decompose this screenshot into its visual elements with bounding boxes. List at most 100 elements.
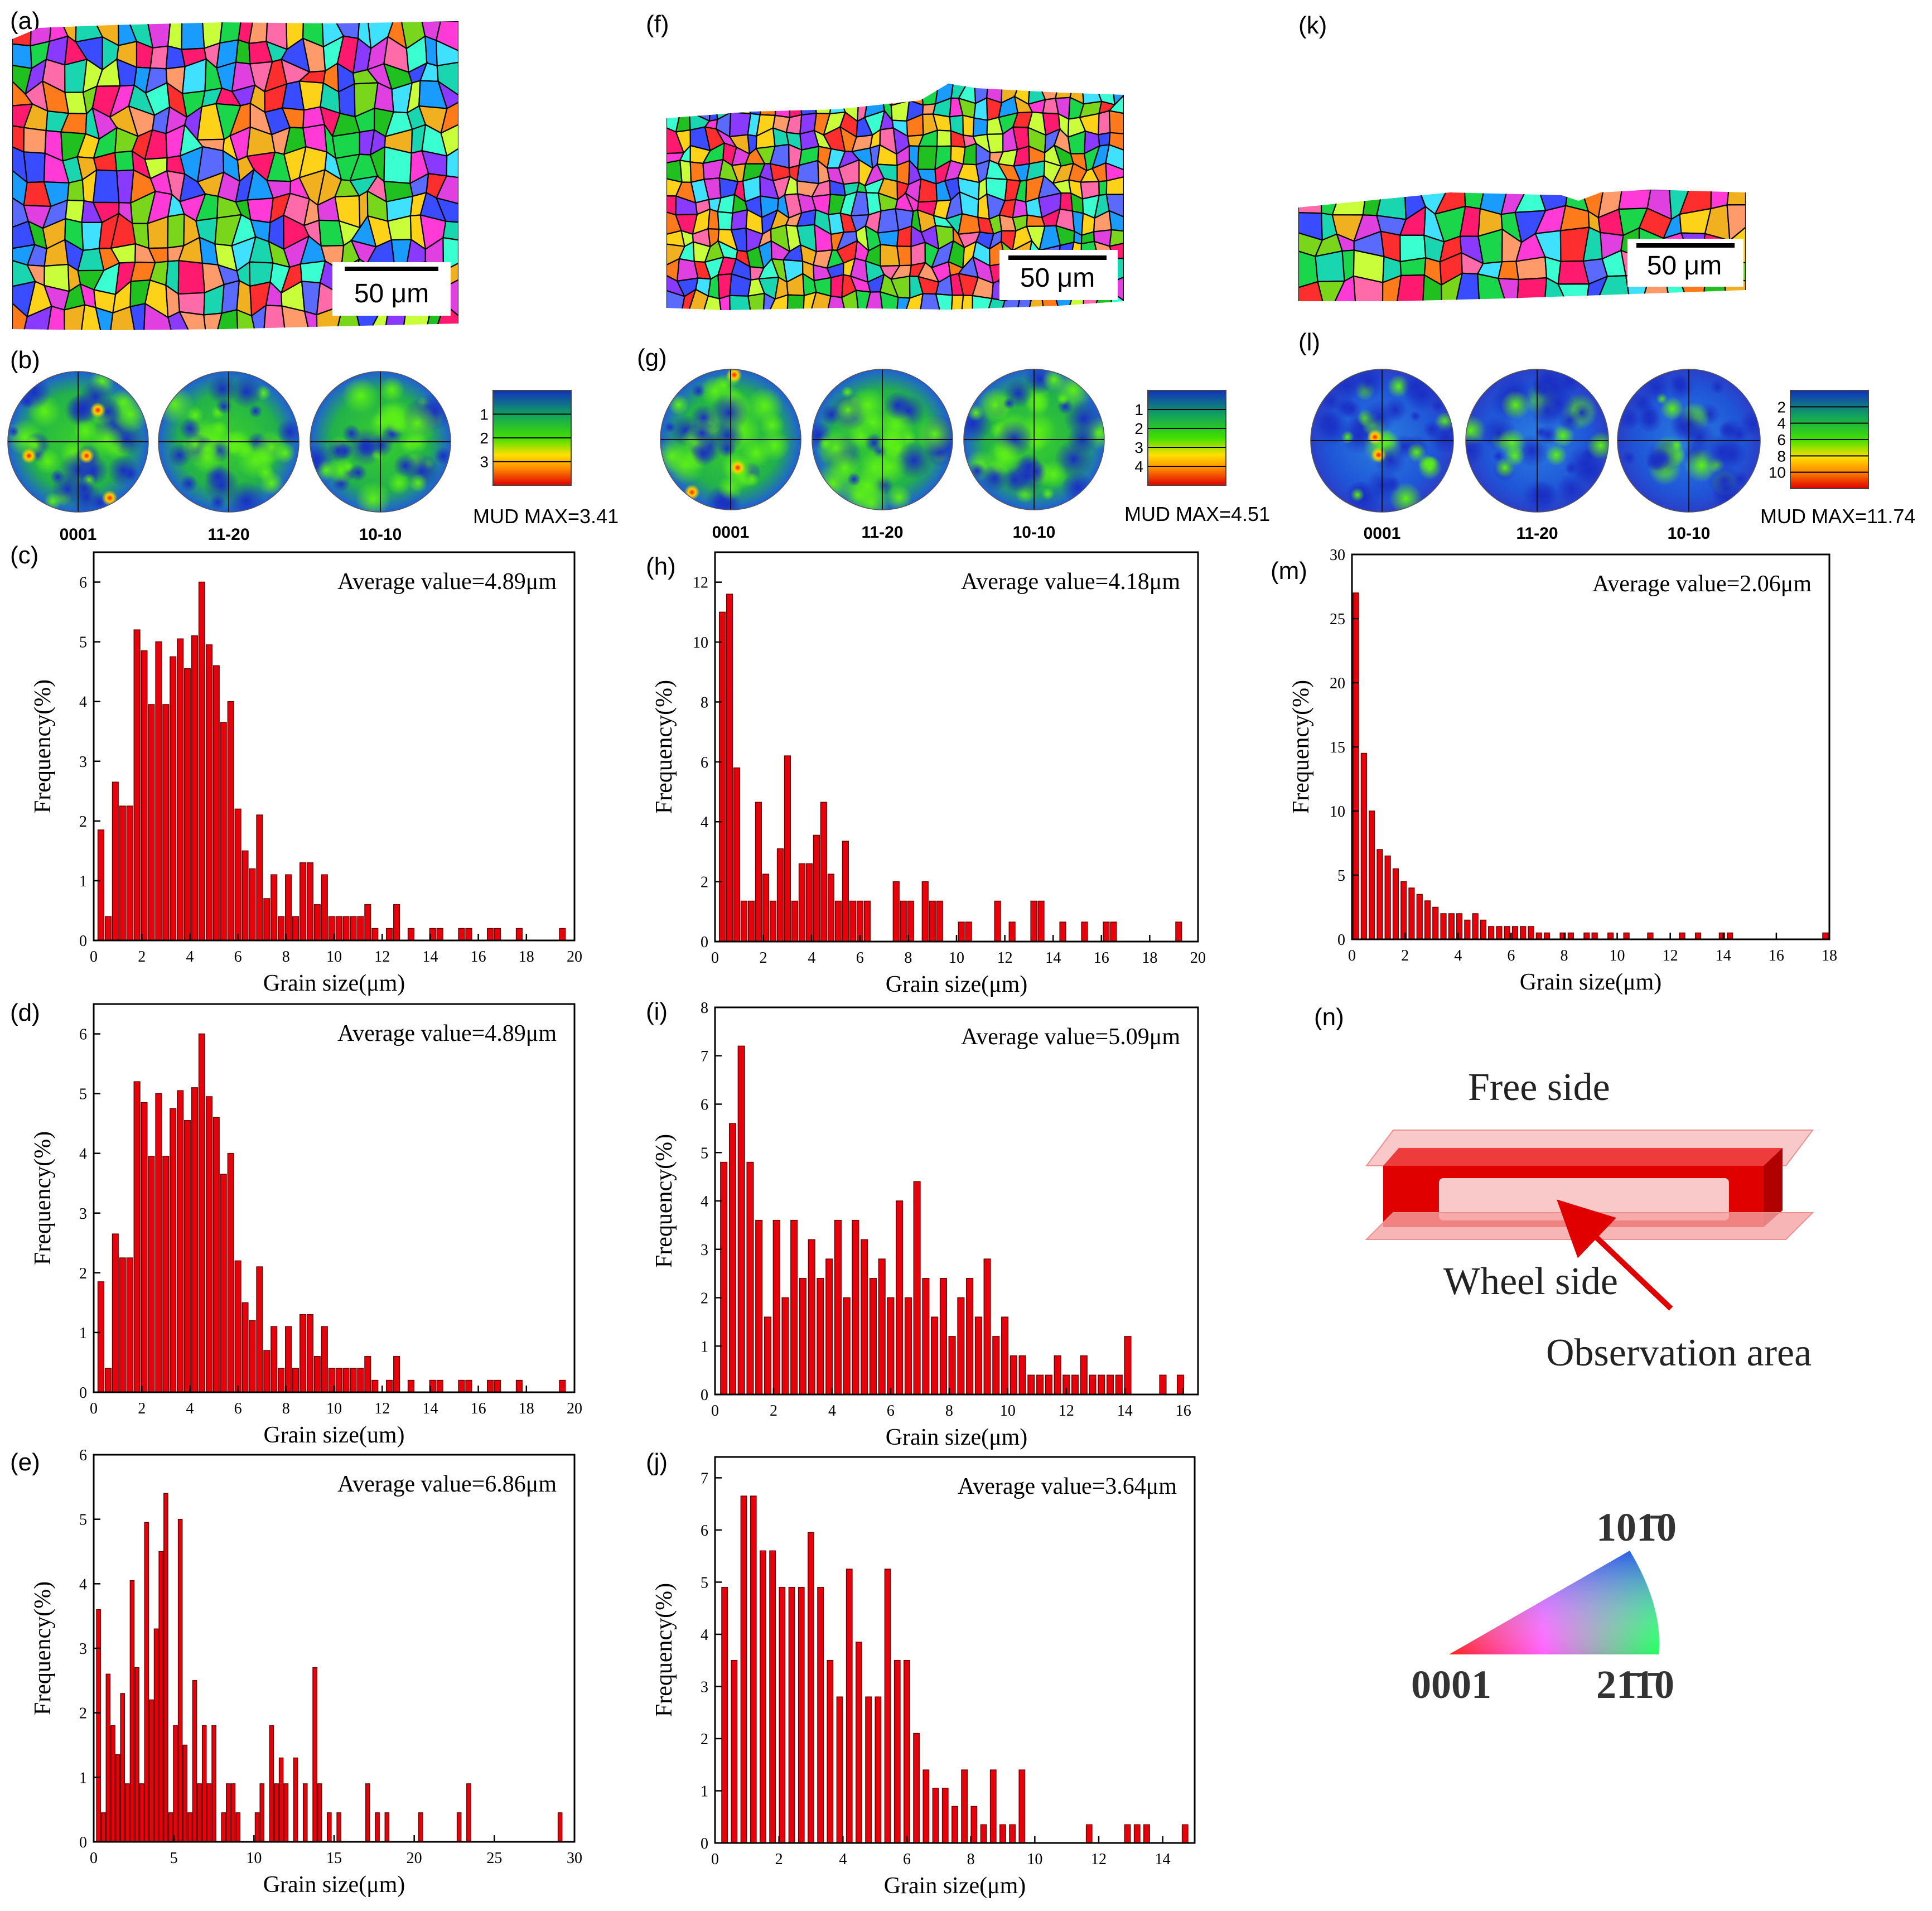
- bar: [221, 1812, 226, 1842]
- y-tick-label: 5: [1337, 867, 1345, 885]
- grain: [1422, 274, 1442, 301]
- x-tick-label: 20: [407, 1850, 422, 1867]
- bar: [192, 1680, 197, 1842]
- x-tick-label: 6: [1507, 947, 1515, 964]
- grain: [167, 213, 185, 249]
- y-tick-label: 2: [701, 1290, 708, 1307]
- bar: [1464, 919, 1471, 940]
- bar: [162, 704, 170, 941]
- bar: [285, 874, 292, 941]
- bar: [212, 665, 220, 941]
- grain: [692, 84, 712, 102]
- bar: [983, 1258, 991, 1395]
- bar: [112, 1233, 119, 1393]
- bar: [896, 1200, 904, 1395]
- bar: [865, 1696, 872, 1844]
- bar: [148, 704, 155, 941]
- grain: [810, 291, 832, 310]
- x-tick-label: 6: [903, 1851, 911, 1868]
- y-tick-label: 1: [79, 1769, 87, 1787]
- bar: [393, 904, 400, 941]
- bar: [1543, 932, 1551, 940]
- bar: [849, 900, 856, 942]
- grain: [1098, 180, 1108, 196]
- x-tick-label: 0: [711, 949, 719, 967]
- bar: [957, 1297, 965, 1395]
- y-tick-label: 20: [1330, 675, 1345, 692]
- bar: [827, 1659, 834, 1844]
- bar: [1472, 913, 1479, 940]
- grain: [1353, 275, 1384, 301]
- bar: [263, 898, 271, 941]
- grain: [46, 305, 65, 330]
- panel-label-m: (m): [1271, 557, 1307, 585]
- bar: [1110, 921, 1117, 942]
- bar: [772, 1219, 780, 1395]
- bar: [120, 1693, 125, 1842]
- pole-figure-label: 0001: [60, 525, 97, 544]
- bar: [170, 1108, 177, 1393]
- bar: [317, 1783, 322, 1842]
- bar: [465, 1379, 472, 1393]
- grain: [66, 178, 85, 202]
- bar: [762, 874, 770, 942]
- bar: [129, 1580, 135, 1842]
- y-tick-label: 6: [79, 1447, 87, 1464]
- grain: [762, 292, 776, 310]
- bar: [1181, 1824, 1189, 1844]
- grain: [896, 160, 911, 186]
- bar: [487, 1379, 494, 1393]
- x-tick-label: 12: [374, 948, 390, 966]
- bar: [220, 722, 227, 941]
- grain: [786, 84, 801, 99]
- bar: [1018, 1769, 1026, 1844]
- grain: [675, 84, 699, 103]
- grain: [864, 291, 883, 310]
- bar: [226, 1783, 231, 1842]
- bar: [112, 781, 119, 941]
- y-tick-label: 2: [701, 1731, 708, 1748]
- pole-figure: [964, 369, 1104, 510]
- x-tick-label: 4: [186, 1400, 194, 1417]
- y-tick-label: 0: [79, 933, 87, 950]
- bar: [808, 1239, 815, 1395]
- bar: [1727, 932, 1733, 940]
- ipf-triangle-shade: [1449, 1551, 1659, 1654]
- grain: [281, 305, 310, 330]
- grain: [729, 295, 751, 310]
- bar: [922, 1278, 930, 1395]
- bar: [292, 1368, 300, 1393]
- x-tick-label: 15: [326, 1850, 342, 1867]
- bar: [884, 1569, 891, 1844]
- bar: [798, 863, 806, 942]
- bar: [791, 900, 799, 942]
- x-tick-label: 10: [1610, 947, 1625, 964]
- x-tick-label: 14: [1117, 1402, 1133, 1420]
- bar: [234, 808, 241, 941]
- x-tick-label: 2: [138, 948, 146, 966]
- x-tick-label: 12: [1091, 1851, 1107, 1868]
- histogram-h: 0 2 4 6 8 10 12 14 16 18 20 0 2 4 6 8 10 12 Average value=…: [651, 551, 1206, 997]
- bar: [263, 1350, 271, 1393]
- bar: [110, 1725, 115, 1842]
- bar: [494, 1379, 501, 1393]
- bar: [278, 916, 285, 941]
- bar: [335, 916, 342, 941]
- grain: [129, 302, 146, 330]
- pole-figure-label: 11-20: [207, 525, 249, 544]
- y-axis-label: Frequency(%): [1288, 680, 1314, 814]
- bar: [249, 868, 256, 941]
- grain: [1108, 94, 1124, 114]
- grain: [1382, 274, 1402, 301]
- y-tick-label: 4: [79, 1146, 87, 1163]
- bar: [1504, 926, 1510, 940]
- grain: [796, 84, 817, 99]
- bar: [825, 1258, 833, 1395]
- bar: [994, 900, 1001, 942]
- bar: [375, 1812, 380, 1842]
- y-tick-label: 15: [1330, 739, 1345, 756]
- colorbar-tick-label: 2: [1777, 398, 1786, 416]
- pole-figure-outline: [1465, 369, 1609, 513]
- grain: [143, 302, 172, 330]
